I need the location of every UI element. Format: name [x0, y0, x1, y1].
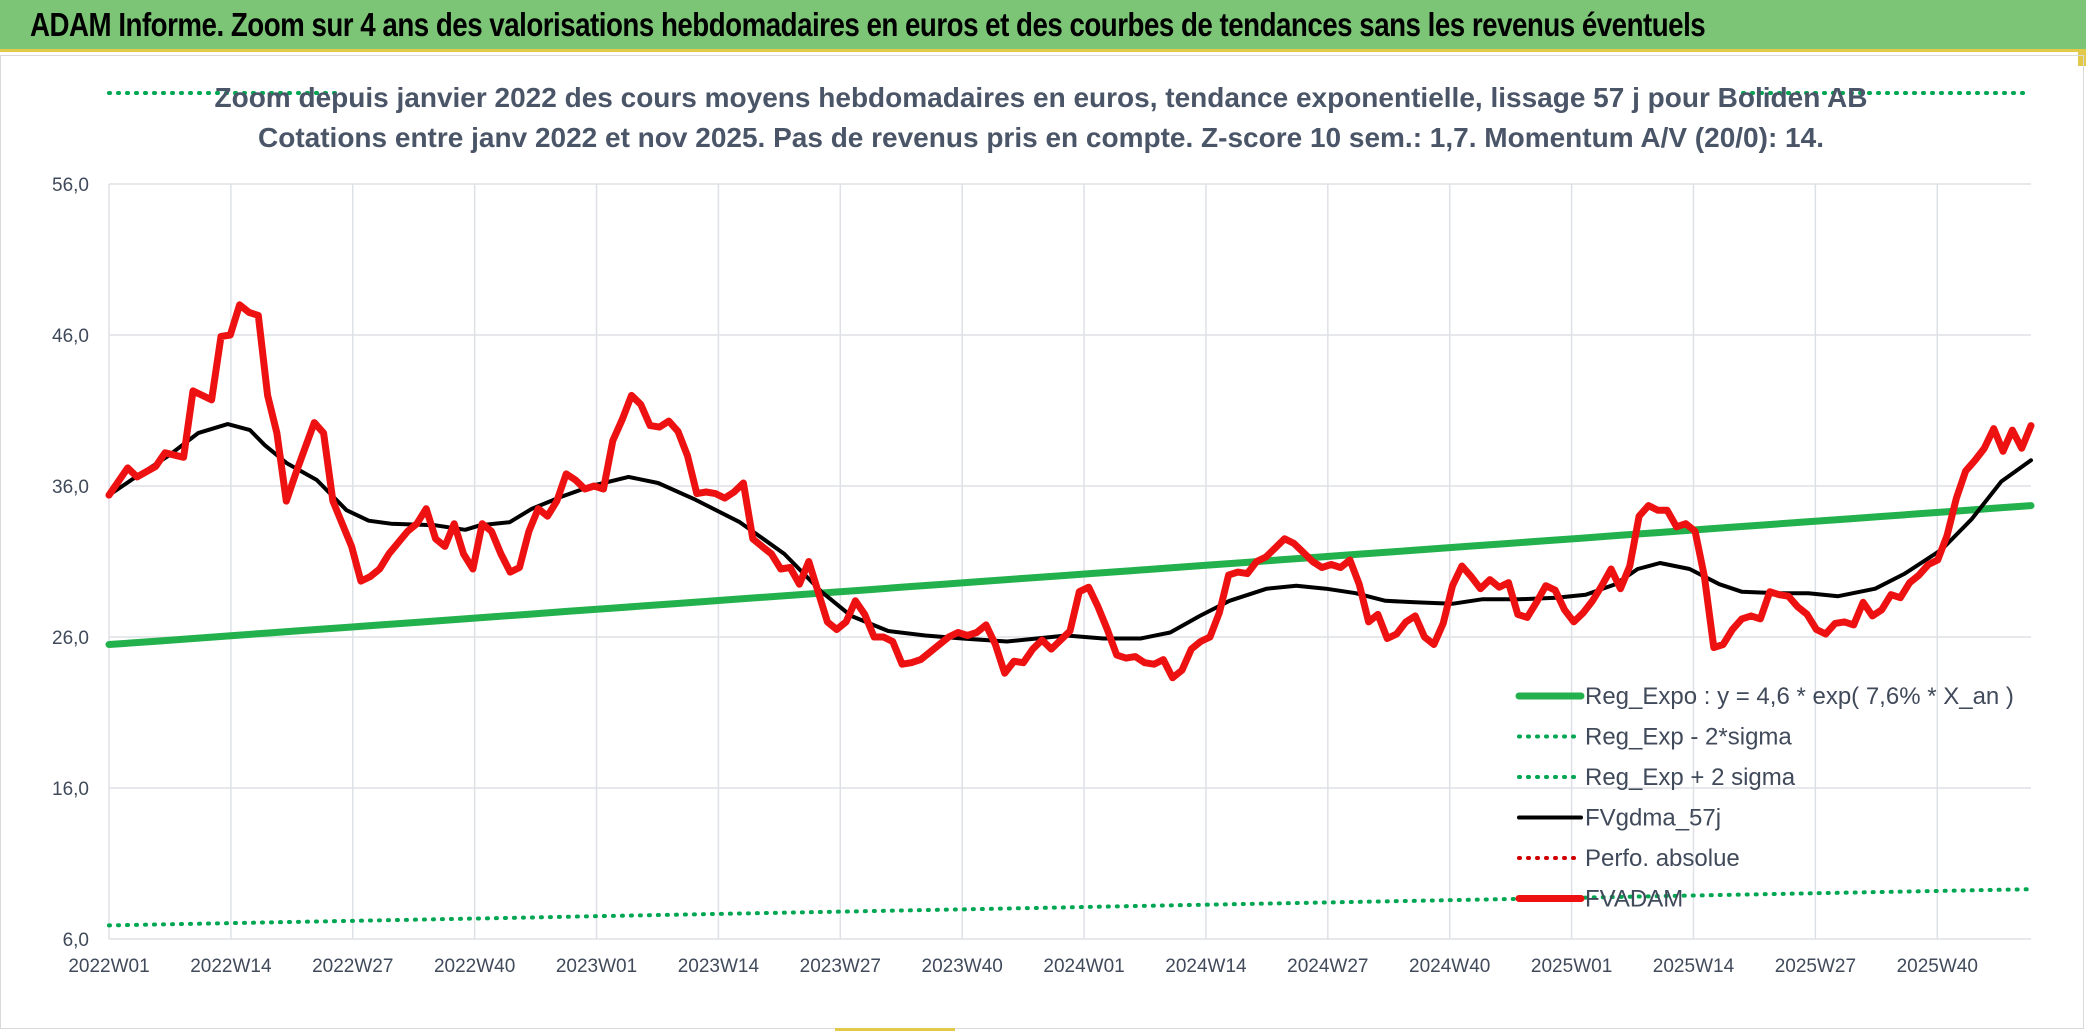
y-axis-ticks: 56,0 46,0 36,0 26,0 16,0 6,0	[52, 175, 89, 951]
x-tick-label: 2023W40	[922, 956, 1003, 977]
reg-expo-line	[105, 502, 2035, 648]
chart-subtitle: Cotations entre janv 2022 et nov 2025. P…	[258, 122, 1824, 153]
x-tick-label: 2025W01	[1531, 956, 1612, 977]
adam-line	[105, 301, 2035, 682]
x-tick-label: 2023W27	[800, 956, 881, 977]
y-tick-label: 6,0	[63, 930, 89, 951]
legend-label-reg_expo: Reg_Expo : y = 4,6 * exp( 7,6% * X_an )	[1585, 683, 2014, 710]
x-tick-label: 2024W01	[1043, 956, 1124, 977]
x-tick-label: 2025W27	[1775, 956, 1856, 977]
grid-layer	[108, 183, 2031, 940]
chart-svg: Zoom depuis janvier 2022 des cours moyen…	[52, 82, 2035, 977]
x-tick-label: 2022W40	[434, 956, 515, 977]
frame-corner-accent	[2078, 52, 2086, 66]
y-tick-label: 26,0	[52, 628, 89, 649]
x-tick-label: 2022W27	[312, 956, 393, 977]
x-tick-label: 2022W14	[190, 956, 272, 977]
x-axis-ticks: 2022W01 2022W14 2022W27 2022W40 2023W01 2023W…	[68, 956, 1978, 977]
y-tick-label: 46,0	[52, 326, 89, 347]
sigma-minus-line	[107, 887, 2033, 928]
legend-label-perfo: Perfo. absolue	[1585, 845, 1740, 872]
legend-label-sigma_minus: Reg_Exp - 2*sigma	[1585, 724, 1792, 751]
y-tick-label: 36,0	[52, 477, 89, 498]
y-tick-label: 56,0	[52, 175, 89, 196]
legend: Reg_Expo : y = 4,6 * exp( 7,6% * X_an ) R…	[1515, 683, 2014, 913]
x-tick-label: 2024W40	[1409, 956, 1490, 977]
gdma-line	[107, 422, 2033, 644]
series-layer	[105, 301, 2035, 928]
legend-label-gdma: FVgdma_57j	[1585, 805, 1721, 832]
x-tick-label: 2024W27	[1287, 956, 1368, 977]
x-tick-label: 2022W01	[68, 956, 149, 977]
x-tick-label: 2024W14	[1165, 956, 1247, 977]
frame-bottom-accent	[835, 1028, 955, 1031]
chart-frame: Zoom depuis janvier 2022 des cours moyen…	[0, 55, 2084, 1029]
report-banner: ADAM Informe. Zoom sur 4 ans des valoris…	[0, 0, 2086, 52]
x-tick-label: 2023W01	[556, 956, 637, 977]
x-tick-label: 2023W14	[678, 956, 760, 977]
x-tick-label: 2025W14	[1653, 956, 1735, 977]
report-title: ADAM Informe. Zoom sur 4 ans des valoris…	[30, 5, 1706, 43]
y-tick-label: 16,0	[52, 779, 89, 800]
chart-title: Zoom depuis janvier 2022 des cours moyen…	[214, 82, 1867, 113]
legend-label-adam: FVADAM	[1585, 886, 1683, 913]
legend-label-sigma_plus: Reg_Exp + 2 sigma	[1585, 764, 1796, 791]
x-tick-label: 2025W40	[1897, 956, 1978, 977]
